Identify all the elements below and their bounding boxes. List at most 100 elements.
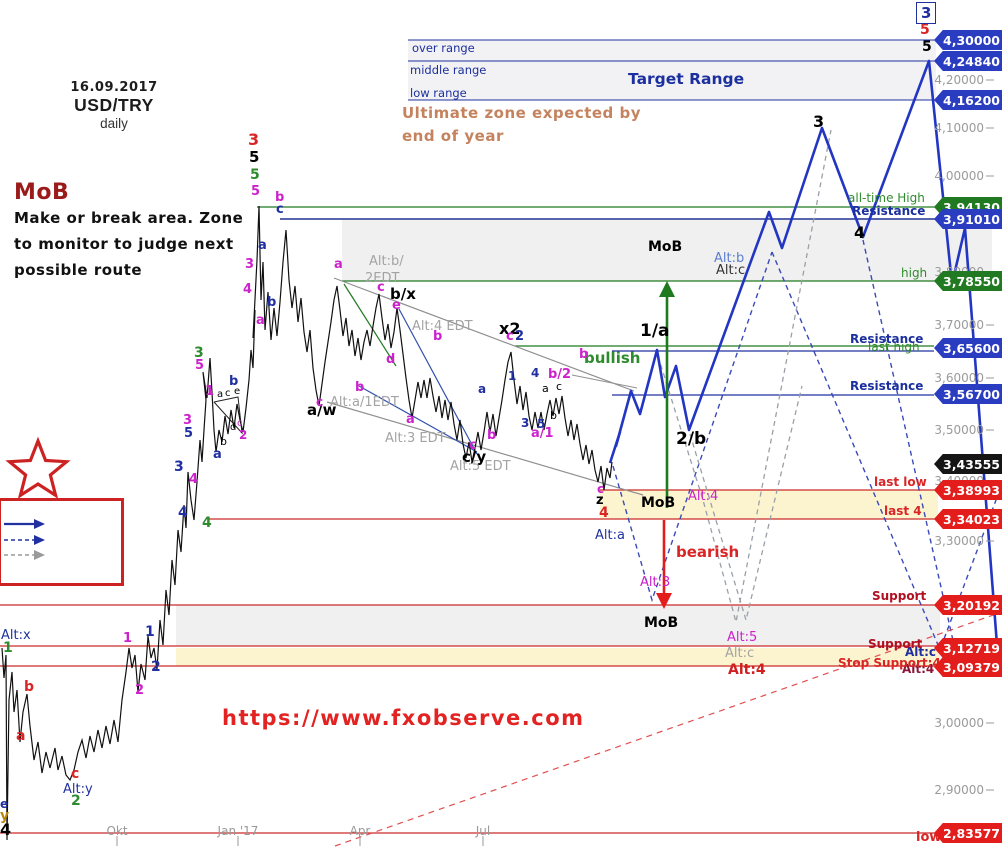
green-trendline <box>343 283 397 367</box>
wave-label: b <box>229 374 239 389</box>
wave-label: a <box>334 257 343 272</box>
blue-trendline-1 <box>398 308 478 455</box>
price-tag: 3,56700 <box>934 384 1002 404</box>
annotation-label: last high <box>868 340 920 354</box>
annotation-label: Alt:3 EDT <box>385 431 446 446</box>
wave-label: MoB <box>644 615 679 631</box>
wave-label: c <box>506 329 514 344</box>
annotation-label: bullish <box>584 349 641 367</box>
wave-label: low <box>916 830 942 845</box>
wave-label: 1 <box>508 369 517 383</box>
annotation-label: Resistance <box>850 379 924 393</box>
wave-label: 5 <box>184 426 194 441</box>
watermark-link[interactable]: https://www.fxobserve.com <box>222 706 585 730</box>
wave-label: b <box>24 679 35 695</box>
wave-label: 4 <box>202 515 212 531</box>
wave-label: b <box>220 435 227 448</box>
annotation-label: Alt:4 <box>728 662 766 678</box>
zone-band <box>342 220 992 281</box>
wave-label: c <box>276 202 284 217</box>
wave-label: c <box>556 380 563 393</box>
zone-band <box>176 605 940 646</box>
wave-label: 2 <box>135 683 145 698</box>
wave-label: a <box>213 447 222 462</box>
x-axis-tick: Apr <box>349 824 371 838</box>
price-tag: 3,12719 <box>934 638 1002 658</box>
mob-note: MoB Make or break area. Zone to monitor … <box>14 180 243 283</box>
alternative-arrow-navy-head <box>34 535 45 545</box>
wave-label: 5 <box>922 39 932 55</box>
annotation-label: Support <box>872 589 927 603</box>
bullish-arrow-head <box>659 281 675 297</box>
wave-label: y <box>0 808 10 824</box>
wave-label: a <box>16 728 26 744</box>
annotation-label: high <box>901 266 928 280</box>
wave-label: c <box>71 766 80 782</box>
chart-header: 16.09.2017 USD/TRY daily <box>38 80 190 131</box>
wave-label: 4 <box>854 223 866 242</box>
wave-label: b/x <box>390 285 416 303</box>
wave-label: c <box>597 482 605 496</box>
mob-note-line: Make or break area. Zone <box>14 209 244 227</box>
wave-label: a <box>217 389 224 400</box>
wave-label: 4 <box>189 472 199 487</box>
price-tag: 3,78550 <box>934 271 1002 291</box>
wave-label: e <box>234 386 241 397</box>
annotation-label: Alt:c <box>716 263 746 278</box>
y-axis-tick: 4,20000 <box>934 73 984 87</box>
red-dashed-trendline <box>334 611 1002 847</box>
wave-label: 5 <box>249 148 260 166</box>
alternative-path-navy <box>862 239 955 646</box>
annotation-label: Alt:a <box>595 528 625 543</box>
wave-label: 4 <box>178 505 188 521</box>
x-axis-tick: Okt <box>106 824 128 838</box>
annotation-label: Alt:x <box>1 628 31 643</box>
price-tag: 4,30000 <box>934 30 1002 50</box>
wave-label: MoB <box>648 239 683 255</box>
y-axis-tick: 4,00000 <box>934 169 984 183</box>
annotation-label: Alt:5 <box>727 630 758 645</box>
price-tag: 3,65600 <box>934 338 1002 358</box>
wave-label: c <box>225 388 231 399</box>
wave-label: 3 <box>248 130 260 149</box>
wave-label: b <box>355 380 365 395</box>
ultimate-zone-line: end of year <box>402 127 504 145</box>
wave-label: c <box>316 395 324 409</box>
wave-label: a <box>478 382 487 396</box>
wave-label: a/1 <box>531 426 554 441</box>
annotation-label: Support <box>868 637 923 651</box>
annotation-label: Alt:4 <box>902 662 935 676</box>
alternative-path-navy <box>612 251 773 603</box>
wave-label: 5 <box>537 417 546 431</box>
edt-lower-trendline <box>326 401 644 496</box>
favourite-arrow-head <box>34 519 45 529</box>
zone-band <box>176 648 940 666</box>
annotation-label: all-time High <box>848 191 925 205</box>
chart-date: 16.09.2017 <box>70 80 158 95</box>
wave-label: 4 <box>531 366 540 380</box>
wave-label: z <box>596 493 604 508</box>
blue-trendline-2 <box>358 385 478 453</box>
wave-label: 4 <box>599 505 609 521</box>
price-tag: 3,34023 <box>934 509 1002 529</box>
over-range-label: over range <box>412 41 475 55</box>
mob-note-title: MoB <box>14 180 70 205</box>
wave-label: b <box>267 295 277 310</box>
favourite-path <box>608 59 1000 659</box>
wave-label: 4 <box>243 282 253 297</box>
label-connector <box>571 374 638 389</box>
price-tag: 3,09379 <box>934 657 1002 677</box>
y-axis-tick: 3,30000 <box>934 534 984 548</box>
wave-label: 5 <box>250 167 260 183</box>
price-tag: 2,83577 <box>934 823 1002 843</box>
wave-label: b <box>550 409 557 422</box>
y-axis-tick: 2,90000 <box>934 783 984 797</box>
annotation-label: Alt:4 EDT <box>412 319 473 334</box>
alternative-path-gray <box>657 129 832 623</box>
wave-label: a <box>258 238 267 253</box>
wave-label: 1 <box>145 624 155 640</box>
wave-label: 1 <box>123 631 133 646</box>
alternative-path-gray <box>689 385 803 623</box>
